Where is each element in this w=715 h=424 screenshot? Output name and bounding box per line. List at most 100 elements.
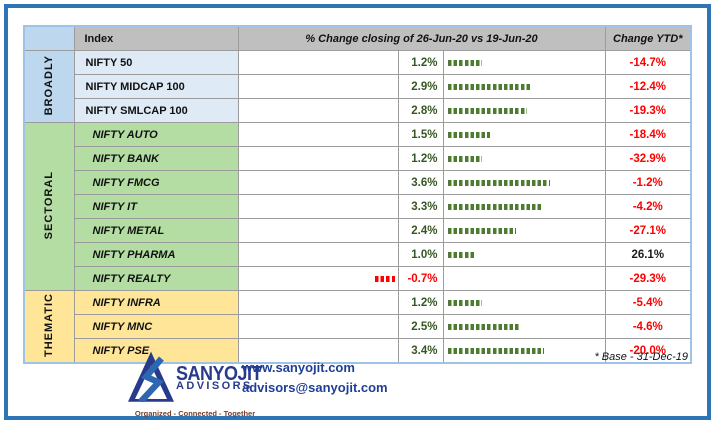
table-row: NIFTY METAL 2.4% -27.1% [24,218,692,243]
contact-links: www.sanyojit.com advisors@sanyojit.com [242,360,388,395]
change-bar [447,107,528,114]
negative-bar-cell [237,266,399,291]
change-bar [447,251,476,258]
sanyojit-logo-icon [128,350,174,407]
index-cell: NIFTY AUTO [73,122,239,147]
change-value-cell: 2.9% [397,74,444,99]
index-cell: NIFTY METAL [73,218,239,243]
change-value-cell: -0.7% [397,266,444,291]
ytd-cell: -5.4% [604,290,692,315]
change-bar [447,299,482,306]
page-border [4,4,711,420]
positive-bar-cell [442,98,606,123]
logo-subtitle: ADVISORS [176,380,253,392]
change-value-cell: 3.6% [397,170,444,195]
header-row: Index % Change closing of 26-Jun-20 vs 1… [23,25,692,51]
base-date-footnote: * Base - 31-Dec-19 [594,351,688,363]
ytd-cell: -14.7% [604,50,692,75]
negative-bar-cell [237,50,399,75]
corner-header-cell [23,25,75,51]
change-column-header: % Change closing of 26-Jun-20 vs 19-Jun-… [237,25,606,51]
positive-bar-cell [442,122,606,147]
negative-bar-cell [237,170,399,195]
ytd-cell: 26.1% [604,242,692,267]
change-bar [447,155,482,162]
change-bar [447,179,551,186]
ytd-cell: -32.9% [604,146,692,171]
negative-bar-cell [237,98,399,123]
index-cell: NIFTY FMCG [73,170,239,195]
ytd-cell: -4.6% [604,314,692,339]
ytd-cell: -4.2% [604,194,692,219]
change-bar [447,323,519,330]
table-row: NIFTY IT 3.3% -4.2% [24,194,692,219]
ytd-cell: -27.1% [604,218,692,243]
positive-bar-cell [442,314,606,339]
negative-bar-cell [237,242,399,267]
ytd-cell: -29.3% [604,266,692,291]
change-value-cell: 2.5% [397,314,444,339]
ytd-cell: -18.4% [604,122,692,147]
change-value-cell: 1.2% [397,146,444,171]
index-cell: NIFTY PHARMA [73,242,239,267]
index-cell: NIFTY 50 [73,50,239,75]
table-row: NIFTY PHARMA 1.0% 26.1% [24,242,692,267]
ytd-cell: -1.2% [604,170,692,195]
email-link[interactable]: advisors@sanyojit.com [242,380,388,395]
table-row: SECTORAL NIFTY AUTO 1.5% -18.4% [23,122,692,291]
ytd-cell: -12.4% [604,74,692,99]
positive-bar-cell [442,194,606,219]
positive-bar-cell [442,146,606,171]
logo-name: SANYOJIT [176,361,263,385]
group-label-sectoral: SECTORAL [23,122,75,291]
brand-block: SANYOJIT ADVISORS Organized - Connected … [128,350,263,418]
change-value-cell: 1.5% [397,122,444,147]
positive-bar-cell [442,242,606,267]
index-cell: NIFTY MNC [73,314,239,339]
index-cell: NIFTY SMLCAP 100 [73,98,239,123]
negative-bar-cell [237,290,399,315]
positive-bar-cell [442,74,606,99]
change-value-cell: 1.0% [397,242,444,267]
negative-bar-cell [237,74,399,99]
negative-bar-cell [237,122,399,147]
ytd-column-header: Change YTD* [604,25,692,51]
index-column-header: Index [73,25,239,51]
index-cell: NIFTY IT [73,194,239,219]
table-row: NIFTY MNC 2.5% -4.6% [24,314,692,339]
change-bar [447,203,542,210]
positive-bar-cell [442,50,606,75]
ytd-cell: -20.0% [604,338,692,364]
table-row: NIFTY MIDCAP 100 2.9% -12.4% [24,74,692,99]
index-cell: NIFTY BANK [73,146,239,171]
negative-bar-cell [237,314,399,339]
change-value-cell: 3.3% [397,194,444,219]
index-change-table: Index % Change closing of 26-Jun-20 vs 1… [23,25,692,364]
website-link[interactable]: www.sanyojit.com [242,360,355,375]
index-cell: NIFTY MIDCAP 100 [73,74,239,99]
change-value-cell: 2.4% [397,218,444,243]
index-cell: NIFTY INFRA [73,290,239,315]
change-value-cell: 1.2% [397,290,444,315]
table-row: NIFTY BANK 1.2% -32.9% [24,146,692,171]
positive-bar-cell [442,266,606,291]
change-bar [447,347,545,354]
table-row: NIFTY FMCG 3.6% -1.2% [24,170,692,195]
table-row: NIFTY REALTY -0.7% -29.3% [24,266,692,291]
group-label-broadly: BROADLY [23,50,75,123]
change-bar [374,275,395,282]
ytd-cell: -19.3% [604,98,692,123]
change-value-cell: 2.8% [397,98,444,123]
change-bar [447,227,516,234]
table-row: THEMATIC NIFTY INFRA 1.2% -5.4% [23,290,692,364]
negative-bar-cell [237,218,399,243]
negative-bar-cell [237,146,399,171]
change-value-cell: 1.2% [397,50,444,75]
positive-bar-cell [442,290,606,315]
negative-bar-cell [237,194,399,219]
change-bar [447,59,482,66]
positive-bar-cell [442,170,606,195]
change-value-cell: 3.4% [397,338,444,364]
table-row: BROADLY NIFTY 50 1.2% -14.7% [23,50,692,123]
